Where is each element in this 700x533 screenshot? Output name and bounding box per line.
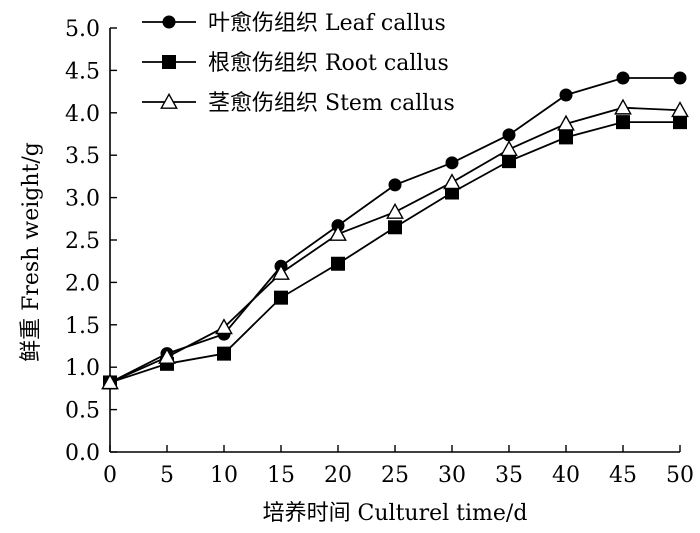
legend: 叶愈伤组织 Leaf callus 根愈伤组织 Root callus 茎愈伤组织 …	[142, 11, 455, 116]
y-axis-ticks: 0.0 0.5 1.0 1.5 2.0 2.5 3.0 3.5 4.0 4.5 5.0	[65, 17, 117, 466]
y-tick-label: 0.5	[65, 399, 100, 424]
legend-label: 茎愈伤组织 Stem callus	[208, 91, 455, 116]
data-point	[386, 202, 404, 219]
x-tick-label: 5	[160, 463, 174, 488]
legend-item: 根愈伤组织 Root callus	[142, 51, 449, 76]
data-point	[616, 115, 630, 130]
legend-item: 叶愈伤组织 Leaf callus	[142, 11, 446, 36]
x-tick-label: 50	[666, 463, 694, 488]
data-point	[671, 101, 689, 118]
series-layer	[101, 71, 689, 390]
y-tick-label: 5.0	[65, 17, 100, 42]
y-tick-label: 2.5	[65, 229, 100, 254]
x-tick-label: 45	[609, 463, 637, 488]
data-point	[502, 128, 516, 142]
y-tick-label: 4.0	[65, 102, 100, 127]
data-point	[274, 290, 288, 305]
x-tick-label: 0	[103, 463, 117, 488]
series-triangle-open	[101, 98, 689, 390]
x-tick-label: 30	[438, 463, 466, 488]
data-point	[673, 71, 687, 85]
y-axis-title: 鲜重 Fresh weight/g	[19, 142, 44, 362]
y-tick-label: 1.5	[65, 314, 100, 339]
x-tick-label: 25	[381, 463, 409, 488]
data-point	[559, 130, 573, 145]
legend-marker	[160, 92, 178, 109]
data-point	[616, 71, 630, 85]
data-point	[101, 373, 119, 390]
data-point	[388, 220, 402, 235]
data-point	[614, 98, 632, 115]
x-tick-label: 10	[210, 463, 238, 488]
data-point	[388, 178, 402, 192]
x-tick-label: 20	[324, 463, 352, 488]
legend-marker	[162, 15, 176, 29]
data-point	[217, 346, 231, 361]
legend-marker	[162, 55, 176, 69]
data-point	[272, 263, 290, 280]
data-point	[215, 318, 233, 335]
series-square	[103, 115, 687, 390]
x-axis-ticks: 0 5 10 15 20 25 30 35 40 45 50	[103, 445, 694, 488]
legend-label: 根愈伤组织 Root callus	[208, 51, 449, 76]
data-point	[557, 114, 575, 131]
y-tick-label: 3.5	[65, 144, 100, 169]
data-point	[502, 154, 516, 169]
data-point	[329, 224, 347, 241]
data-point	[673, 115, 687, 130]
x-tick-label: 15	[267, 463, 295, 488]
data-point	[443, 173, 461, 190]
y-tick-label: 4.5	[65, 59, 100, 84]
data-point	[500, 140, 518, 157]
x-tick-label: 40	[552, 463, 580, 488]
legend-label: 叶愈伤组织 Leaf callus	[208, 11, 446, 36]
x-axis-title: 培养时间 Culturel time/d	[263, 501, 528, 526]
y-tick-label: 1.0	[65, 356, 100, 381]
x-tick-label: 35	[495, 463, 523, 488]
legend-item: 茎愈伤组织 Stem callus	[142, 91, 455, 116]
y-tick-label: 3.0	[65, 187, 100, 212]
data-point	[559, 88, 573, 102]
y-tick-label: 0.0	[65, 441, 100, 466]
series-line	[109, 106, 681, 384]
data-point	[445, 156, 459, 170]
y-tick-label: 2.0	[65, 271, 100, 296]
data-point	[158, 347, 176, 364]
data-point	[331, 256, 345, 271]
